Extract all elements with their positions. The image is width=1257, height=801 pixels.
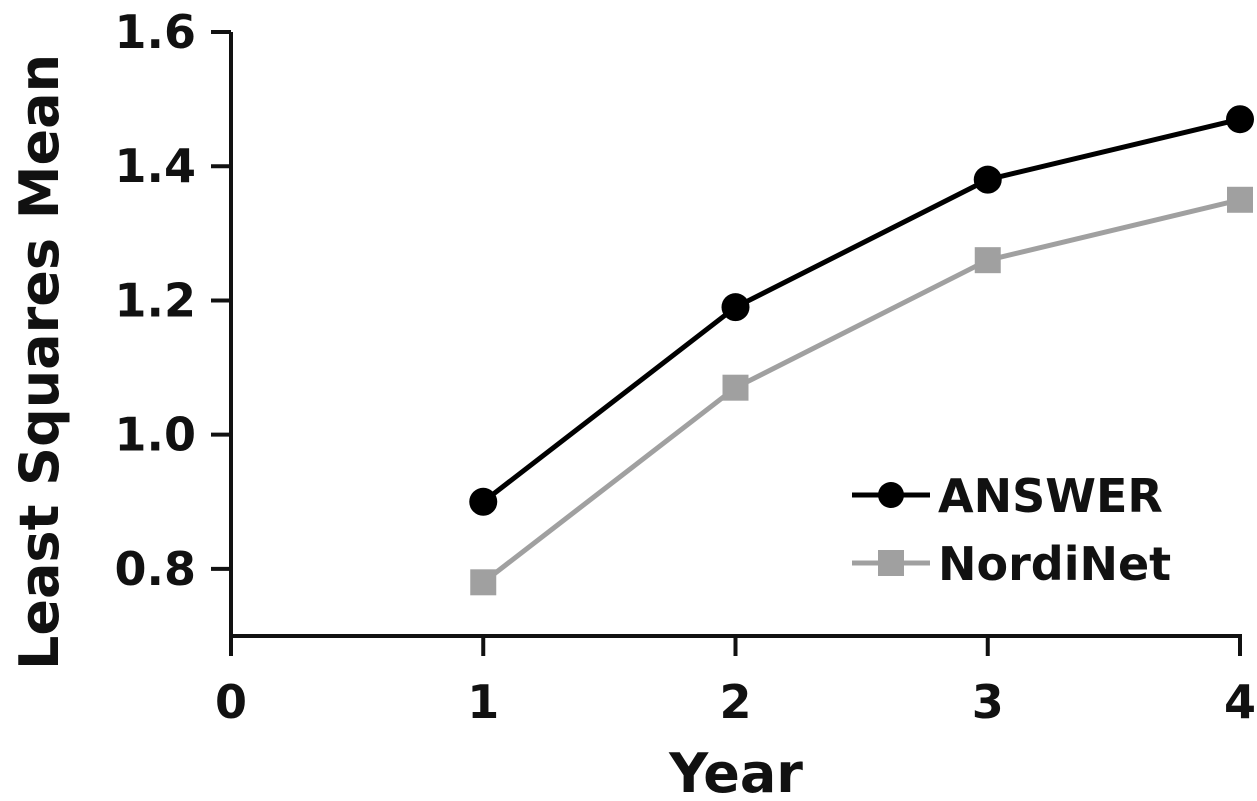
series-layer: [469, 105, 1254, 596]
legend-answer-label: ANSWER: [938, 469, 1163, 523]
data-point-answer: [1226, 105, 1254, 134]
y-axis-title: Least Squares Mean: [8, 54, 71, 670]
y-tick-label: 1.6: [115, 5, 197, 59]
data-point-nordinet: [722, 374, 749, 401]
y-tick-label: 1.2: [115, 273, 197, 327]
y-tick-label: 1.0: [115, 408, 197, 462]
data-point-answer: [721, 293, 750, 322]
legend: ANSWER NordiNet: [852, 469, 1171, 591]
series-answer: [469, 105, 1254, 516]
legend-nordinet-marker: [878, 550, 904, 576]
x-ticks: 0 1 2 3 4: [215, 636, 1256, 729]
data-point-nordinet: [470, 569, 497, 596]
x-axis-title: Year: [668, 742, 803, 801]
series-line-nordinet: [481, 197, 1241, 585]
x-tick-label: 1: [467, 675, 499, 729]
axes: 0 1 2 3 4 0.8 1.0 1.2 1.4 1.6: [115, 5, 1257, 729]
data-point-answer: [469, 487, 498, 516]
x-tick-label: 4: [1224, 675, 1256, 729]
data-point-answer: [973, 165, 1002, 194]
legend-answer-marker: [878, 482, 904, 508]
data-point-nordinet: [974, 247, 1001, 274]
legend-item-nordinet: NordiNet: [852, 537, 1171, 591]
y-tick-label: 1.4: [115, 139, 197, 193]
x-tick-label: 0: [215, 675, 247, 729]
legend-item-answer: ANSWER: [852, 469, 1163, 523]
legend-nordinet-label: NordiNet: [938, 537, 1171, 591]
y-ticks: 0.8 1.0 1.2 1.4 1.6: [115, 5, 231, 596]
series-nordinet: [470, 186, 1253, 596]
x-tick-label: 2: [719, 675, 751, 729]
x-tick-label: 3: [972, 675, 1004, 729]
data-point-nordinet: [1227, 186, 1253, 213]
series-line-answer: [481, 116, 1241, 504]
y-tick-label: 0.8: [115, 542, 197, 596]
